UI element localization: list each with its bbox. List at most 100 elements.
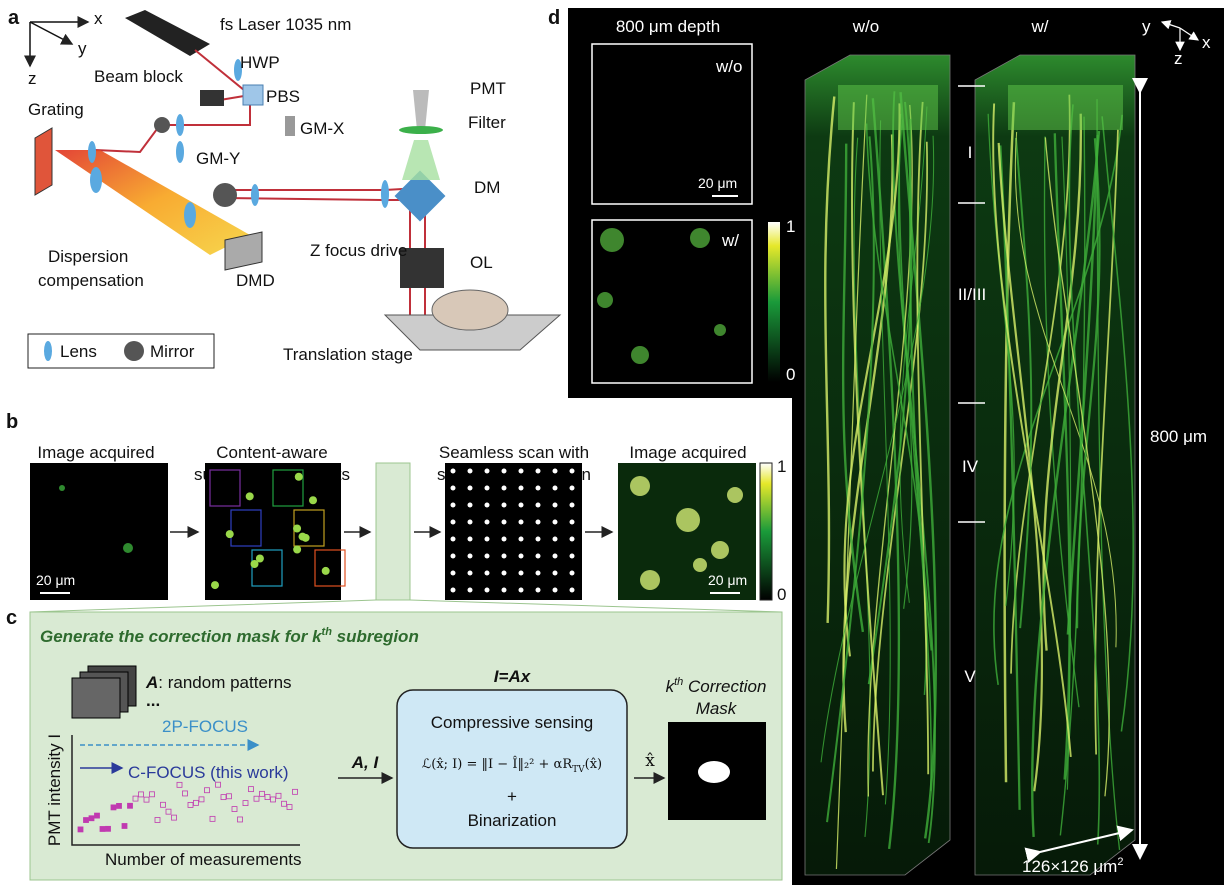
layer-lines [958, 85, 985, 523]
laser-box [125, 10, 210, 56]
scan-spot [518, 468, 524, 474]
measurement [226, 793, 232, 800]
grating [34, 127, 53, 196]
neurite [842, 134, 894, 733]
neurite [820, 135, 935, 763]
neurite [987, 113, 1015, 606]
dmd-label: DMD [236, 271, 275, 290]
step-title: Image acquired [37, 443, 154, 462]
gm-x [285, 116, 295, 136]
y-label: PMT intensity I [45, 734, 64, 846]
blob [640, 570, 660, 590]
scan-spot [535, 536, 541, 542]
scale-label: 20 μm [698, 175, 737, 191]
inset [591, 43, 753, 205]
measurement [237, 816, 243, 823]
measurement [143, 796, 150, 803]
panel-label: c [6, 607, 17, 629]
scan-spot [467, 519, 473, 525]
measurement [99, 826, 106, 832]
scan-spot [467, 485, 473, 491]
inset [591, 219, 753, 384]
legend-lens-label: Lens [60, 342, 97, 361]
plus: + [507, 787, 517, 806]
spectrum [55, 150, 250, 255]
scan-spot [552, 468, 558, 474]
target [321, 566, 330, 575]
measurement [149, 791, 155, 798]
pbs [242, 84, 264, 106]
measurement [94, 812, 100, 819]
neurite [1061, 136, 1072, 790]
scan-spot [501, 485, 507, 491]
measurement [270, 796, 276, 803]
target [309, 496, 318, 505]
scan-spot [518, 519, 524, 525]
scan-spot [484, 485, 490, 491]
measurement [160, 801, 166, 808]
objective [400, 248, 444, 288]
formula: ℒ(x̂; I) = ‖I − Î‖₂² + αRTV(x̂) [422, 756, 602, 775]
axis-z: z [1174, 49, 1183, 68]
panel-label: b [6, 411, 18, 433]
measurement [253, 795, 260, 802]
intensity-trace [77, 781, 298, 833]
measurement [209, 815, 216, 822]
blob [597, 292, 613, 308]
laser-label: fs Laser 1035 nm [220, 15, 351, 34]
scan-spot [450, 485, 456, 491]
scan-spot [552, 519, 558, 525]
zoom-lines [29, 599, 783, 613]
measurement [127, 802, 133, 809]
neurite [826, 136, 875, 823]
scan-spot [501, 519, 507, 525]
scan-spot [484, 570, 490, 576]
mouse [431, 289, 509, 331]
target [225, 530, 234, 539]
blob [727, 487, 743, 503]
scan-spot [501, 587, 507, 593]
measurement [220, 794, 227, 801]
subregion [209, 469, 241, 507]
scan-spot [569, 570, 575, 576]
neurite [916, 101, 930, 775]
measurement [110, 804, 117, 811]
measurement [165, 808, 172, 815]
pmt [413, 90, 429, 130]
blob [123, 543, 133, 553]
neurite [1003, 102, 1016, 783]
measurement [193, 799, 199, 806]
area-main: 126×126 μm [1022, 857, 1117, 876]
neurite [824, 96, 836, 623]
neurite [851, 102, 884, 796]
ol-label: OL [470, 253, 493, 272]
scan-spot [450, 468, 456, 474]
panel-a: a x y z fs Laser 1035 nm Grating HWP Bea… [8, 7, 562, 369]
method-2p: 2P-FOCUS [162, 717, 248, 736]
measurement [187, 802, 194, 808]
neurite [1066, 135, 1099, 635]
neurite [992, 103, 1072, 757]
blob [693, 558, 707, 572]
neurite [899, 92, 938, 839]
legend-mirror-label: Mirror [150, 342, 195, 361]
panel-label: a [8, 7, 20, 29]
blob [600, 228, 624, 252]
measurement [281, 800, 287, 807]
measurement [259, 790, 265, 797]
colorbar [768, 222, 780, 382]
scale-label: 20 μm [36, 572, 75, 588]
scan-spot [450, 553, 456, 559]
measurement [116, 803, 122, 809]
title-part: Generate the correction mask for k [40, 627, 323, 646]
scan-spot [501, 468, 507, 474]
scan-spot [569, 587, 575, 593]
lenses [88, 59, 389, 228]
neurite [993, 114, 1123, 686]
title-part: subregion [332, 627, 419, 646]
measurement [138, 791, 144, 798]
measurement [132, 795, 139, 802]
gm-x-label: GM-X [300, 119, 344, 138]
scan-spot [467, 587, 473, 593]
